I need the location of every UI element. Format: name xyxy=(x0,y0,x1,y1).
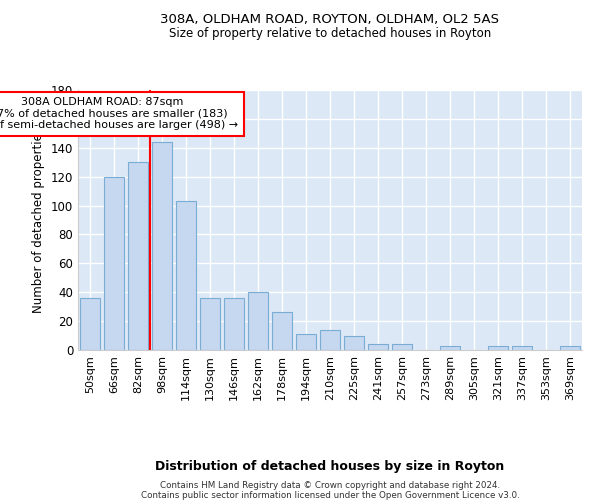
Bar xyxy=(128,162,148,350)
Bar xyxy=(392,344,412,350)
Text: Distribution of detached houses by size in Royton: Distribution of detached houses by size … xyxy=(155,460,505,473)
Bar xyxy=(152,142,172,350)
Text: Size of property relative to detached houses in Royton: Size of property relative to detached ho… xyxy=(169,28,491,40)
Bar xyxy=(200,298,220,350)
Text: Contains HM Land Registry data © Crown copyright and database right 2024.: Contains HM Land Registry data © Crown c… xyxy=(160,481,500,490)
Bar xyxy=(272,312,292,350)
Bar xyxy=(104,176,124,350)
Bar xyxy=(560,346,580,350)
Bar xyxy=(176,201,196,350)
Bar xyxy=(488,346,508,350)
Bar xyxy=(344,336,364,350)
Y-axis label: Number of detached properties: Number of detached properties xyxy=(32,127,45,313)
Bar xyxy=(320,330,340,350)
Bar xyxy=(368,344,388,350)
Bar xyxy=(248,292,268,350)
Bar xyxy=(224,298,244,350)
Bar xyxy=(512,346,532,350)
Bar xyxy=(440,346,460,350)
Text: Contains public sector information licensed under the Open Government Licence v3: Contains public sector information licen… xyxy=(140,491,520,500)
Bar xyxy=(80,298,100,350)
Text: 308A OLDHAM ROAD: 87sqm
← 27% of detached houses are smaller (183)
73% of semi-d: 308A OLDHAM ROAD: 87sqm ← 27% of detache… xyxy=(0,97,239,130)
Bar xyxy=(296,334,316,350)
Text: 308A, OLDHAM ROAD, ROYTON, OLDHAM, OL2 5AS: 308A, OLDHAM ROAD, ROYTON, OLDHAM, OL2 5… xyxy=(161,12,499,26)
